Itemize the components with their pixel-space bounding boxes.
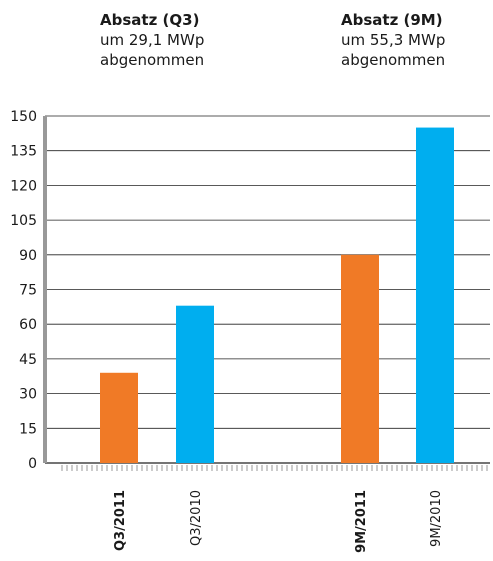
bar-9m-2010 — [416, 127, 454, 464]
y-axis-bar — [43, 116, 47, 463]
category-label-9m-2011: 9M/2011 — [354, 490, 369, 553]
y-tick-label-150: 150 — [10, 109, 37, 125]
y-tick-label-60: 60 — [19, 317, 37, 333]
caption-9m-title: Absatz (9M) — [341, 11, 443, 29]
bar-q3-2011 — [100, 372, 138, 463]
caption-q3-title: Absatz (Q3) — [100, 11, 200, 29]
y-tick-label-75: 75 — [19, 283, 37, 299]
category-label-q3-2011: Q3/2011 — [113, 490, 128, 551]
caption-q3: Absatz (Q3) um 29,1 MWp abgenommen — [100, 10, 204, 70]
bar-9m-2011 — [341, 254, 379, 463]
y-tick-label-15: 15 — [19, 421, 37, 437]
caption-9m-line1: um 55,3 MWp — [341, 31, 446, 49]
category-label-9m-2010: 9M/2010 — [429, 490, 444, 547]
y-tick-label-135: 135 — [10, 144, 37, 160]
y-tick-label-120: 120 — [10, 178, 37, 194]
y-tick-label-105: 105 — [10, 213, 37, 229]
caption-q3-line1: um 29,1 MWp — [100, 31, 205, 49]
y-tick-label-0: 0 — [28, 456, 37, 472]
y-tick-label-30: 30 — [19, 387, 37, 403]
caption-9m: Absatz (9M) um 55,3 MWp abgenommen — [341, 10, 445, 70]
caption-q3-line2: abgenommen — [100, 51, 205, 69]
bar-q3-2010 — [176, 305, 214, 463]
caption-9m-line2: abgenommen — [341, 51, 446, 69]
category-label-q3-2010: Q3/2010 — [189, 490, 204, 546]
y-tick-label-90: 90 — [19, 248, 37, 264]
y-tick-label-45: 45 — [19, 352, 37, 368]
